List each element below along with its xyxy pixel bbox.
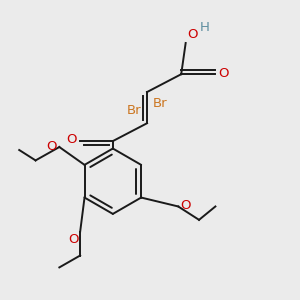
Text: O: O: [218, 67, 229, 80]
Text: O: O: [68, 233, 79, 246]
Text: O: O: [67, 133, 77, 146]
Text: H: H: [200, 21, 210, 34]
Text: Br: Br: [127, 104, 141, 117]
Text: O: O: [46, 140, 57, 153]
Text: O: O: [187, 28, 198, 40]
Text: O: O: [181, 200, 191, 212]
Text: Br: Br: [152, 97, 167, 110]
